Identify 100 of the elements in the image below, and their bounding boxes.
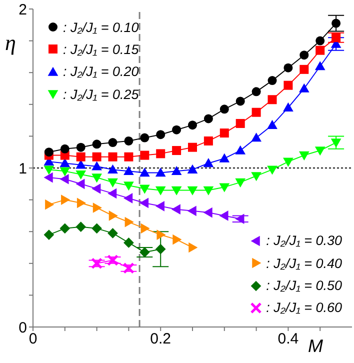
point xyxy=(203,207,212,218)
point xyxy=(156,149,166,158)
point xyxy=(156,130,166,140)
point xyxy=(316,46,325,55)
point xyxy=(140,133,150,142)
legend-label: : J₂/J₁ = 0.30 xyxy=(266,233,342,248)
point xyxy=(92,152,102,162)
point xyxy=(219,210,228,221)
point xyxy=(235,145,246,154)
x-tick-label: 0.2 xyxy=(150,330,172,348)
point xyxy=(155,168,166,177)
point xyxy=(124,216,134,228)
point xyxy=(171,186,182,196)
point xyxy=(172,125,182,134)
point xyxy=(251,132,262,142)
point xyxy=(283,158,294,167)
point xyxy=(187,206,196,216)
legend-label: : J₂/J₁ = 0.60 xyxy=(266,300,342,316)
point xyxy=(124,166,134,176)
point xyxy=(267,120,278,129)
point xyxy=(76,152,86,162)
point xyxy=(203,158,214,168)
point xyxy=(171,166,182,176)
point xyxy=(172,146,182,156)
point xyxy=(124,193,133,204)
point xyxy=(188,142,197,152)
point xyxy=(283,102,294,112)
point xyxy=(76,170,86,180)
point xyxy=(252,87,261,96)
point xyxy=(300,64,309,74)
point xyxy=(139,168,150,177)
point xyxy=(155,186,166,196)
point xyxy=(92,161,102,170)
point xyxy=(124,136,134,146)
point xyxy=(60,167,70,176)
point xyxy=(139,198,149,208)
point xyxy=(108,152,118,162)
point xyxy=(108,138,118,148)
point xyxy=(300,50,309,60)
point xyxy=(220,128,229,138)
point xyxy=(219,183,230,192)
point xyxy=(187,186,198,196)
point xyxy=(44,172,53,183)
point xyxy=(140,150,150,160)
point xyxy=(204,136,213,146)
point xyxy=(108,178,118,188)
point xyxy=(236,118,245,128)
point xyxy=(187,164,198,174)
legend-label: : J₂/J₁ = 0.50 xyxy=(266,278,342,294)
x-axis-title: M xyxy=(308,336,323,357)
point xyxy=(44,166,54,175)
point xyxy=(108,164,118,174)
point xyxy=(332,33,341,42)
point xyxy=(204,114,213,124)
point xyxy=(76,142,86,152)
point xyxy=(108,210,118,221)
point xyxy=(60,223,70,234)
point xyxy=(188,120,197,130)
point xyxy=(107,254,118,266)
point xyxy=(124,152,134,162)
point xyxy=(235,178,246,188)
point xyxy=(268,76,277,86)
point xyxy=(252,108,261,117)
point xyxy=(122,262,134,274)
point xyxy=(60,158,70,168)
point xyxy=(203,186,214,196)
point xyxy=(61,194,70,205)
y-tick-label: 0 xyxy=(18,319,27,336)
point xyxy=(139,247,150,258)
x-tick-label: 0.4 xyxy=(278,330,299,348)
point xyxy=(60,144,70,154)
y-tick-label: 1 xyxy=(18,160,27,178)
point xyxy=(155,244,166,254)
point xyxy=(298,151,310,160)
point xyxy=(45,199,54,210)
point xyxy=(330,138,342,148)
point xyxy=(60,174,69,184)
point xyxy=(219,153,230,162)
point xyxy=(267,166,278,175)
legend-label: : J₂/J₁ = 0.25 xyxy=(63,86,139,102)
point xyxy=(92,223,102,234)
point xyxy=(172,234,182,245)
point xyxy=(92,140,102,149)
point xyxy=(236,96,245,106)
point xyxy=(44,148,54,157)
point xyxy=(140,223,150,234)
point xyxy=(316,36,325,46)
legend-label: : J₂/J₁ = 0.15 xyxy=(63,42,139,57)
point xyxy=(91,258,103,270)
point xyxy=(76,222,86,232)
point xyxy=(124,238,134,248)
point xyxy=(188,242,198,253)
point xyxy=(332,18,341,28)
point xyxy=(298,83,310,92)
point xyxy=(268,95,277,104)
point xyxy=(92,183,101,194)
point xyxy=(92,174,102,183)
legend-label: : J₂/J₁ = 0.10 xyxy=(63,20,139,35)
point xyxy=(155,200,164,212)
point xyxy=(92,202,102,213)
